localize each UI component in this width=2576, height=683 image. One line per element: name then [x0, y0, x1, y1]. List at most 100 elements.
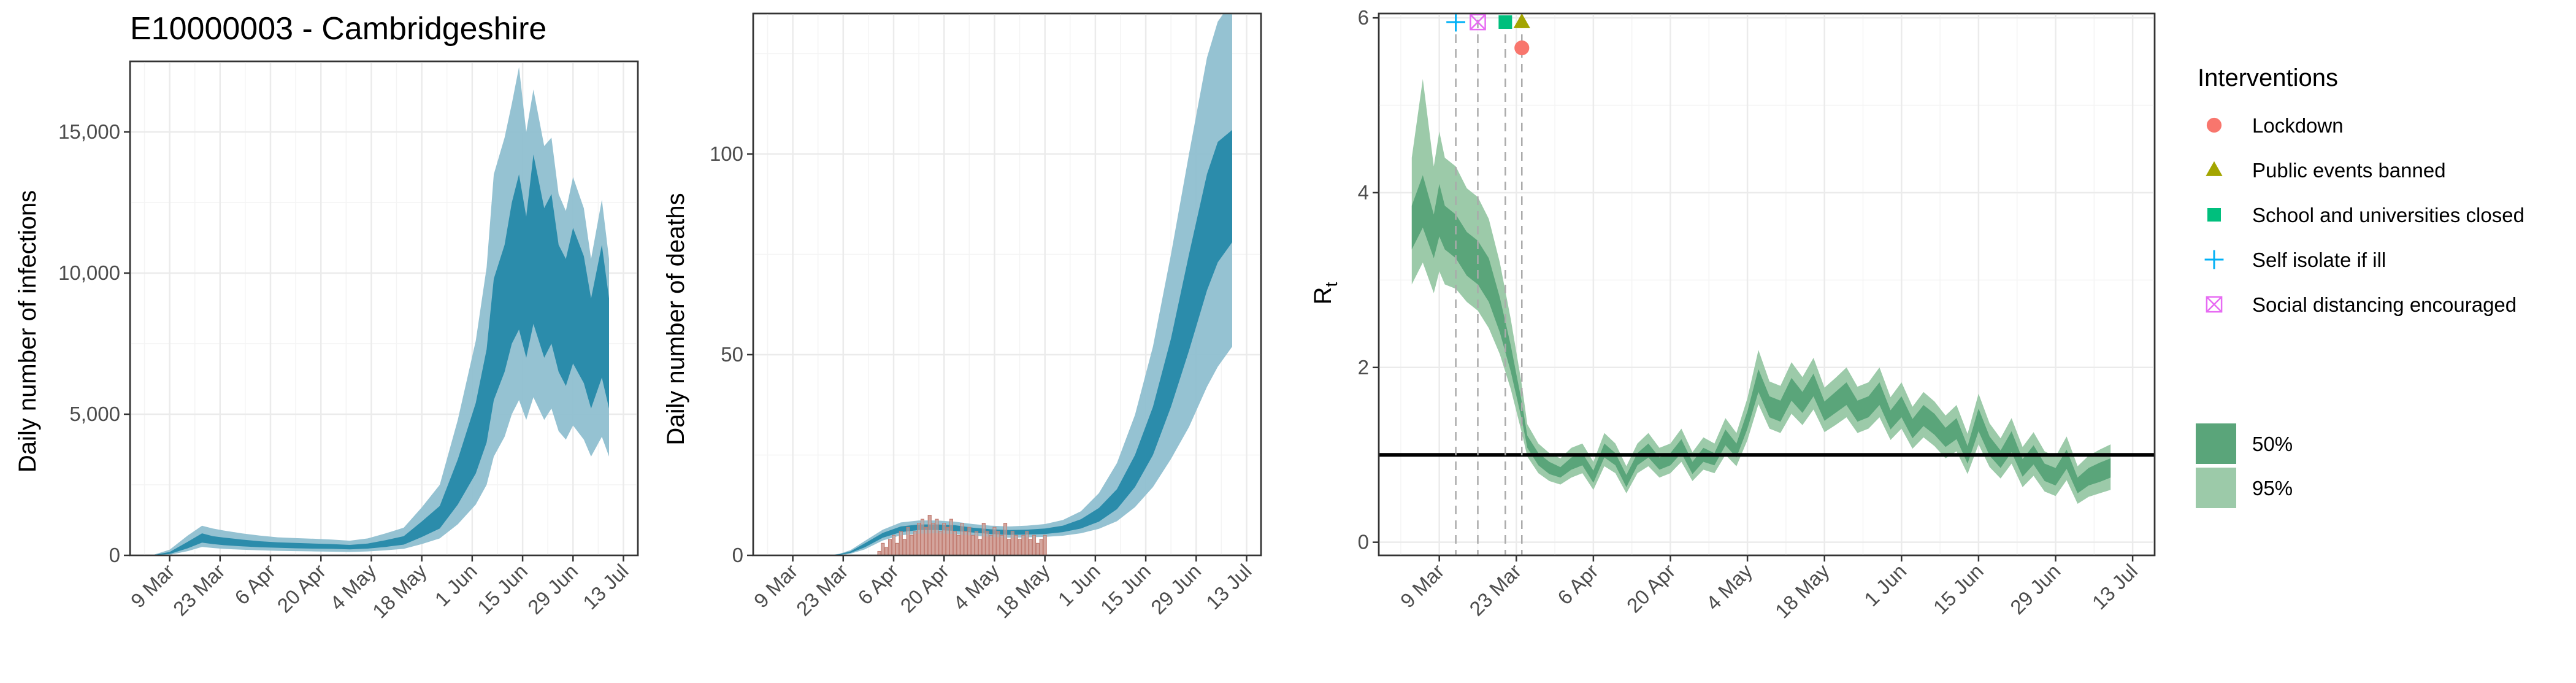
observed-deaths-bar-overlay — [895, 542, 899, 555]
observed-deaths-bar-overlay — [921, 519, 924, 555]
y-tick-label: 10,000 — [58, 261, 120, 284]
legend-square-icon — [2207, 208, 2221, 222]
observed-deaths-bar-overlay — [906, 527, 910, 555]
observed-deaths-bar-overlay — [892, 534, 896, 555]
observed-deaths-bar-overlay — [888, 539, 892, 555]
x-tick-label: 13 Jul — [1202, 560, 1255, 614]
x-tick-label: 18 May — [991, 559, 1054, 622]
x-tick-label: 6 Apr — [853, 560, 903, 609]
x-tick-label: 20 Apr — [896, 560, 954, 617]
y-tick-label: 0 — [1358, 531, 1369, 554]
x-tick-label: 15 Jun — [473, 560, 532, 619]
observed-deaths-bar-overlay — [1018, 539, 1022, 555]
x-tick-label: 20 Apr — [1622, 560, 1680, 617]
observed-deaths-bar-overlay — [946, 527, 950, 555]
observed-deaths-bar-overlay — [927, 515, 932, 555]
intervention-marker — [1470, 14, 1486, 31]
rt-panel: Rt 0 2 4 6 9 Mar 23 Mar 6 Apr 20 Apr 4 May 18 May… — [1309, 6, 2156, 622]
intervention-marker — [1514, 40, 1530, 56]
legend-circle-icon — [2206, 117, 2222, 133]
y-tick-label: 4 — [1358, 181, 1369, 204]
intervention-marker — [1498, 15, 1512, 29]
observed-deaths-bar-overlay — [1039, 539, 1043, 555]
x-tick-label: 29 Jun — [523, 560, 582, 619]
observed-deaths-bar-overlay — [931, 523, 935, 555]
legend-title: Interventions — [2198, 64, 2338, 91]
legend-item-label: School and universities closed — [2252, 204, 2524, 226]
observed-deaths-bar-overlay — [938, 531, 943, 555]
x-tick-label: 18 May — [368, 559, 431, 622]
y-tick-label: 0 — [732, 544, 743, 566]
legend-plus-icon — [2204, 250, 2224, 269]
observed-deaths-bar-overlay — [1032, 534, 1037, 555]
legend-item-label: Lockdown — [2252, 114, 2344, 137]
observed-deaths-bar-overlay — [981, 523, 986, 555]
observed-deaths-bar-overlay — [1003, 523, 1008, 555]
legend-boxx-icon — [2206, 296, 2223, 313]
observed-deaths-bar-overlay — [881, 542, 885, 555]
observed-deaths-bar-overlay — [1035, 542, 1040, 555]
observed-deaths-bar-overlay — [996, 531, 1000, 555]
x-tick-label: 23 Mar — [792, 560, 853, 620]
x-tick-label: 4 May — [1701, 559, 1757, 614]
y-tick-label: 100 — [710, 142, 743, 165]
legend-item-label: Self isolate if ill — [2252, 249, 2386, 271]
observed-deaths-bar-overlay — [884, 547, 889, 555]
observed-deaths-bar-overlay — [956, 534, 960, 555]
x-tick-label: 29 Jun — [1146, 560, 1205, 619]
observed-deaths-bar-overlay — [992, 527, 997, 555]
x-tick-label: 23 Mar — [169, 560, 229, 620]
observed-deaths-bar-overlay — [1029, 539, 1033, 555]
legend-ci-item: 95% — [2196, 468, 2293, 508]
rt-y-axis-label-subscript: t — [1322, 282, 1341, 287]
x-tick-label: 1 Jun — [1860, 560, 1911, 611]
observed-deaths-bar-overlay — [964, 531, 968, 555]
legend-item: School and universities closed — [2207, 204, 2524, 226]
observed-deaths-bar-overlay — [1025, 531, 1029, 555]
y-tick-label: 50 — [721, 343, 743, 366]
observed-deaths-bar-overlay — [924, 527, 928, 555]
legend-ci-label: 95% — [2252, 477, 2293, 500]
legend: Interventions Lockdown Public events bann… — [2196, 64, 2524, 508]
legend-item-label: Public events banned — [2252, 159, 2446, 182]
x-tick-label: 9 Mar — [1396, 560, 1449, 612]
observed-deaths-bar-overlay — [949, 519, 953, 555]
x-tick-label: 18 May — [1771, 559, 1834, 622]
legend-ci-item: 50% — [2196, 423, 2293, 464]
legend-ci-swatch — [2196, 423, 2236, 464]
deaths-y-axis-label: Daily number of deaths — [662, 193, 689, 445]
observed-deaths-bar-overlay — [917, 523, 921, 555]
rt-y-axis-label: Rt — [1309, 282, 1341, 304]
chart-title: E10000003 - Cambridgeshire — [130, 11, 546, 47]
intervention-marker — [1446, 12, 1465, 32]
observed-deaths-bar-overlay — [1014, 534, 1018, 555]
legend-ci-swatch — [2196, 468, 2236, 508]
legend-item-label: Social distancing encouraged — [2252, 293, 2517, 316]
observed-deaths-bar-overlay — [910, 534, 914, 555]
infections-panel-border — [129, 60, 639, 557]
intervention-marker — [1513, 13, 1530, 28]
y-tick-label: 6 — [1358, 6, 1369, 29]
observed-deaths-bar-overlay — [899, 531, 903, 555]
observed-deaths-bar-overlay — [1043, 534, 1047, 555]
legend-item: Lockdown — [2206, 114, 2344, 137]
legend-item: Public events banned — [2206, 159, 2446, 182]
observed-deaths-bar-overlay — [1000, 534, 1004, 555]
intervention-markers — [1446, 12, 1530, 56]
observed-deaths-bar-overlay — [971, 534, 975, 555]
x-tick-label: 6 Apr — [1553, 560, 1603, 609]
observed-deaths-bar-overlay — [877, 550, 881, 555]
y-tick-label: 5,000 — [69, 403, 120, 425]
observed-deaths-bar-overlay — [1021, 534, 1025, 555]
legend-item: Social distancing encouraged — [2206, 293, 2517, 316]
observed-deaths-bar-overlay — [913, 531, 918, 555]
legend-triangle-icon — [2206, 161, 2223, 176]
infections-panel: E10000003 - Cambridgeshire Daily number … — [14, 11, 639, 622]
observed-deaths-bar-overlay — [967, 527, 972, 555]
x-tick-label: 6 Apr — [230, 560, 280, 609]
x-tick-label: 13 Jul — [578, 560, 632, 614]
observed-deaths-bar-overlay — [985, 531, 989, 555]
x-tick-label: 29 Jun — [2006, 560, 2064, 619]
